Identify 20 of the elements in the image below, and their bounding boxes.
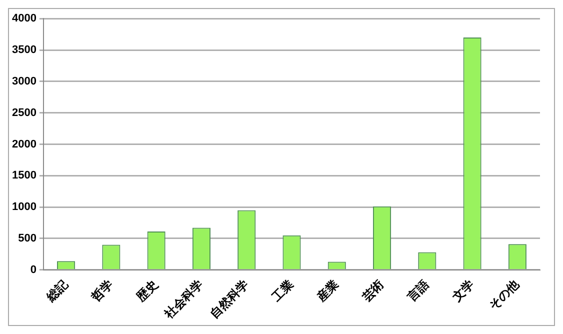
x-tick-label: 産業 [314, 277, 342, 305]
x-tick-label: 総記 [42, 276, 72, 305]
y-tick-label: 4000 [12, 12, 36, 25]
x-tick-label: 歴史 [133, 277, 161, 305]
y-tick-label: 2000 [12, 138, 36, 150]
y-tick-label: 3000 [12, 75, 36, 88]
x-tick-label: 社会科学 [161, 277, 206, 322]
x-tick-label: その他 [486, 276, 522, 313]
x-tick-label: 文学 [449, 277, 477, 305]
x-tick-label: 哲学 [88, 277, 116, 305]
y-tick-label: 2500 [12, 106, 36, 119]
x-tick-label: 芸術 [358, 277, 386, 305]
y-tick-label: 0 [30, 264, 36, 276]
y-tick-label: 1000 [12, 201, 36, 214]
y-tick-label: 3500 [12, 44, 36, 56]
y-tick-label: 500 [18, 232, 36, 244]
x-tick-label: 言語 [404, 277, 432, 305]
x-tick-label: 自然科学 [207, 277, 251, 322]
y-tick-label: 1500 [12, 170, 36, 182]
x-tick-label: 工業 [268, 277, 296, 305]
